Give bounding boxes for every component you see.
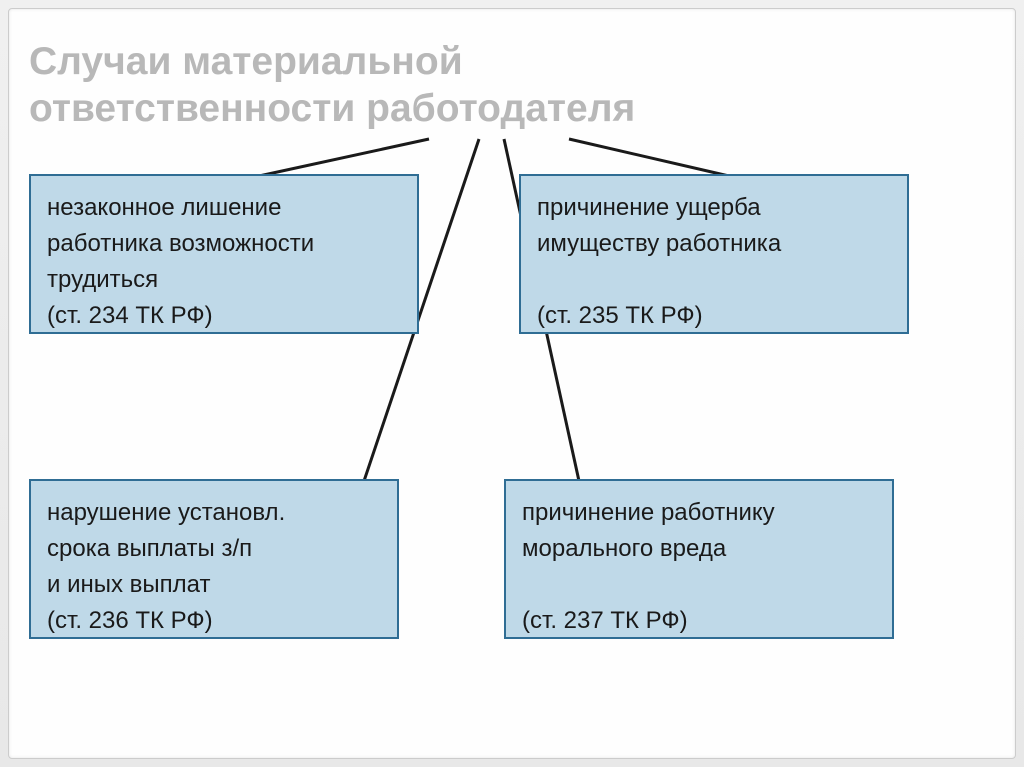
box-bl-line1: нарушение установл. bbox=[47, 495, 381, 531]
slide-container: Случаи материальной ответственности рабо… bbox=[8, 8, 1016, 759]
box-bl-line3: и иных выплат bbox=[47, 567, 381, 603]
box-top-left: незаконное лишение работника возможности… bbox=[29, 174, 419, 334]
box-bl-line2: срока выплаты з/п bbox=[47, 531, 381, 567]
box-bl-line4: (ст. 236 ТК РФ) bbox=[47, 603, 381, 639]
box-br-line1: причинение работнику bbox=[522, 495, 876, 531]
box-tr-line3 bbox=[537, 262, 891, 298]
box-tr-line2: имуществу работника bbox=[537, 226, 891, 262]
connector-tr bbox=[569, 139, 729, 176]
box-top-right: причинение ущерба имуществу работника (с… bbox=[519, 174, 909, 334]
connector-tl bbox=[259, 139, 429, 176]
box-tl-line4: (ст. 234 ТК РФ) bbox=[47, 298, 401, 334]
box-br-line2: морального вреда bbox=[522, 531, 876, 567]
box-tl-line3: трудиться bbox=[47, 262, 401, 298]
box-bottom-left: нарушение установл. срока выплаты з/п и … bbox=[29, 479, 399, 639]
title-line1: Случаи материальной bbox=[29, 39, 635, 86]
title-line2: ответственности работодателя bbox=[29, 86, 635, 133]
box-br-line3 bbox=[522, 567, 876, 603]
box-br-line4: (ст. 237 ТК РФ) bbox=[522, 603, 876, 639]
box-tl-line1: незаконное лишение bbox=[47, 190, 401, 226]
box-tr-line1: причинение ущерба bbox=[537, 190, 891, 226]
box-bottom-right: причинение работнику морального вреда (с… bbox=[504, 479, 894, 639]
box-tl-line2: работника возможности bbox=[47, 226, 401, 262]
slide-title: Случаи материальной ответственности рабо… bbox=[29, 39, 635, 133]
box-tr-line4: (ст. 235 ТК РФ) bbox=[537, 298, 891, 334]
outer-frame: Случаи материальной ответственности рабо… bbox=[0, 0, 1024, 767]
